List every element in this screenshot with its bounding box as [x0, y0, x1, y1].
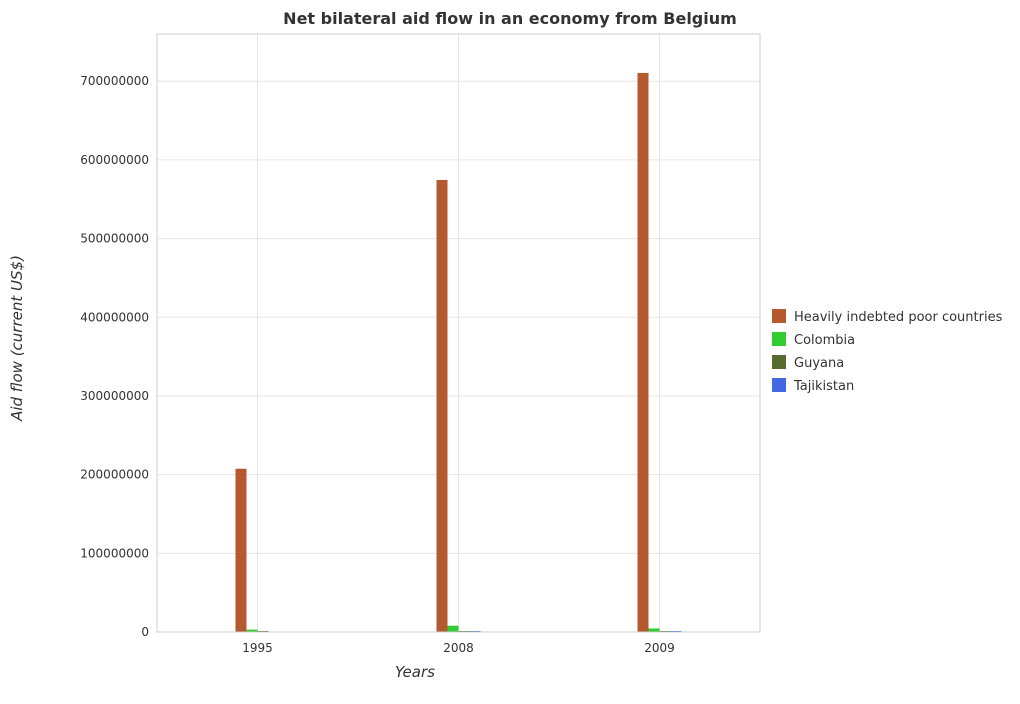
legend-label: Tajikistan	[793, 379, 854, 394]
plot-border	[156, 33, 761, 633]
bar	[246, 629, 258, 632]
y-tick-label: 100000000	[80, 546, 149, 560]
bar	[436, 179, 448, 632]
grid-lines	[157, 34, 760, 633]
y-tick-label: 500000000	[80, 232, 149, 246]
legend-label: Heavily indebted poor countries	[794, 310, 1003, 325]
bar	[447, 625, 459, 632]
y-tick-label: 200000000	[80, 468, 149, 482]
legend-swatch	[772, 378, 786, 392]
legend-swatch	[772, 332, 786, 346]
x-tick-label: 2008	[443, 641, 474, 655]
legend-label: Guyana	[794, 356, 844, 371]
x-tick-label: 1995	[242, 641, 273, 655]
y-tick-label: 300000000	[80, 389, 149, 403]
y-tick-label: 600000000	[80, 153, 149, 167]
legend: Heavily indebted poor countries Colombia G…	[772, 309, 1003, 394]
bar	[235, 468, 247, 632]
legend-swatch	[772, 355, 786, 369]
legend-swatch	[772, 309, 786, 323]
legend-label: Colombia	[794, 333, 855, 348]
y-tick-label: 700000000	[80, 74, 149, 88]
x-tick-label: 2009	[644, 641, 675, 655]
axes: 0 100000000 200000000 300000000 400000000 500…	[80, 33, 761, 655]
chart-title: Net bilateral aid flow in an economy fro…	[283, 9, 737, 28]
bar	[648, 628, 660, 632]
y-tick-label: 0	[141, 625, 149, 639]
x-axis-label: Years	[395, 663, 435, 681]
bar	[637, 72, 649, 633]
y-tick-label: 400000000	[80, 310, 149, 324]
y-axis-label: Aid flow (current US$)	[8, 255, 26, 422]
